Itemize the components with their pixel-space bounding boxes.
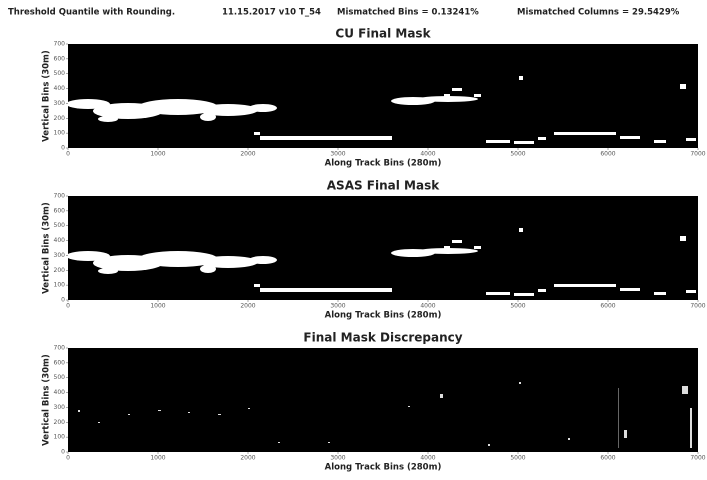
panel-title: CU Final Mask bbox=[335, 27, 431, 41]
x-tick-label: 0 bbox=[66, 303, 70, 310]
y-tick-label: 200 bbox=[54, 419, 66, 426]
x-tick-label: 1000 bbox=[150, 455, 165, 462]
header-part: 11.15.2017 v10 T_54 bbox=[222, 8, 321, 18]
y-tick-label: 400 bbox=[54, 85, 66, 92]
header-part: Threshold Quantile with Rounding. bbox=[8, 8, 175, 18]
y-tick-label: 0 bbox=[61, 297, 65, 304]
header-part: Mismatched Columns = 29.5429% bbox=[517, 8, 680, 18]
x-tick-label: 4000 bbox=[420, 303, 435, 310]
y-tick-label: 100 bbox=[54, 282, 66, 289]
y-tick-label: 0 bbox=[61, 145, 65, 152]
y-tick-label: 300 bbox=[54, 404, 66, 411]
y-tick-label: 700 bbox=[54, 345, 66, 352]
x-tick-label: 6000 bbox=[600, 151, 615, 158]
y-tick-label: 300 bbox=[54, 100, 66, 107]
x-tick-label: 1000 bbox=[150, 303, 165, 310]
y-tick-label: 600 bbox=[54, 55, 66, 62]
y-tick-label: 400 bbox=[54, 237, 66, 244]
panel-title: Final Mask Discrepancy bbox=[303, 331, 462, 345]
y-axis-label: Vertical Bins (30m) bbox=[42, 354, 52, 446]
y-axis-label: Vertical Bins (30m) bbox=[42, 202, 52, 294]
y-tick-label: 100 bbox=[54, 434, 66, 441]
y-tick-label: 300 bbox=[54, 252, 66, 259]
x-axis-label: Along Track Bins (280m) bbox=[325, 311, 442, 321]
x-tick-label: 5000 bbox=[510, 303, 525, 310]
x-tick-label: 2000 bbox=[240, 303, 255, 310]
x-tick-label: 0 bbox=[66, 151, 70, 158]
y-tick-label: 700 bbox=[54, 193, 66, 200]
image-area bbox=[68, 196, 698, 300]
x-tick-label: 7000 bbox=[690, 455, 705, 462]
y-tick-label: 0 bbox=[61, 449, 65, 456]
x-tick-label: 6000 bbox=[600, 455, 615, 462]
image-area bbox=[68, 348, 698, 452]
x-tick-label: 4000 bbox=[420, 151, 435, 158]
y-tick-label: 700 bbox=[54, 41, 66, 48]
x-tick-label: 6000 bbox=[600, 303, 615, 310]
x-tick-label: 3000 bbox=[330, 151, 345, 158]
y-tick-label: 200 bbox=[54, 115, 66, 122]
y-tick-label: 100 bbox=[54, 130, 66, 137]
y-tick-label: 500 bbox=[54, 374, 66, 381]
y-tick-label: 600 bbox=[54, 207, 66, 214]
x-tick-label: 5000 bbox=[510, 151, 525, 158]
x-tick-label: 2000 bbox=[240, 151, 255, 158]
x-tick-label: 7000 bbox=[690, 303, 705, 310]
image-area bbox=[68, 44, 698, 148]
panel-title: ASAS Final Mask bbox=[327, 179, 440, 193]
header-part: Mismatched Bins = 0.13241% bbox=[337, 8, 479, 18]
x-tick-label: 3000 bbox=[330, 303, 345, 310]
x-tick-label: 7000 bbox=[690, 151, 705, 158]
y-tick-label: 500 bbox=[54, 222, 66, 229]
y-tick-label: 200 bbox=[54, 267, 66, 274]
x-tick-label: 0 bbox=[66, 455, 70, 462]
x-axis-label: Along Track Bins (280m) bbox=[325, 463, 442, 473]
y-tick-label: 500 bbox=[54, 70, 66, 77]
x-tick-label: 2000 bbox=[240, 455, 255, 462]
x-tick-label: 4000 bbox=[420, 455, 435, 462]
y-tick-label: 400 bbox=[54, 389, 66, 396]
y-tick-label: 600 bbox=[54, 359, 66, 366]
x-axis-label: Along Track Bins (280m) bbox=[325, 159, 442, 169]
x-tick-label: 3000 bbox=[330, 455, 345, 462]
x-tick-label: 1000 bbox=[150, 151, 165, 158]
y-axis-label: Vertical Bins (30m) bbox=[42, 50, 52, 142]
x-tick-label: 5000 bbox=[510, 455, 525, 462]
